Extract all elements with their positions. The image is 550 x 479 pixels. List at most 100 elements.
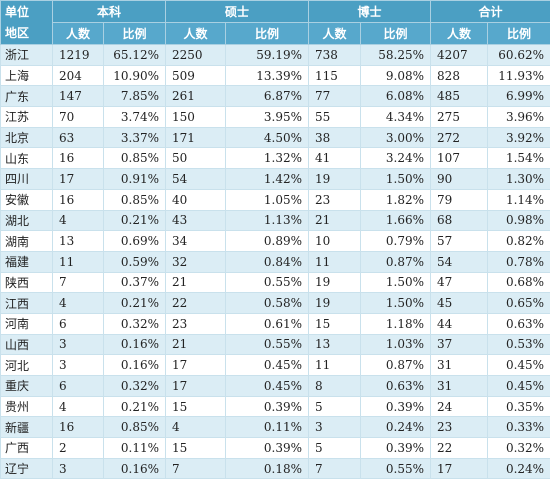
region-cell: 北京 [1,127,53,148]
count-cell: 272 [431,127,488,148]
header-row: 单位地区本科硕士博士合计 [1,1,550,23]
region-cell: 山东 [1,148,53,169]
ratio-cell: 0.91% [104,169,166,190]
ratio-cell: 4.50% [226,127,309,148]
ratio-cell: 0.85% [104,148,166,169]
corner-label: 单位 [5,2,52,23]
count-cell: 16 [53,417,104,438]
count-cell: 4207 [431,45,488,66]
count-cell: 34 [166,231,226,252]
corner-label: 地区 [5,23,52,44]
ratio-cell: 1.82% [361,189,431,210]
count-cell: 5 [309,396,361,417]
count-cell: 41 [309,148,361,169]
count-cell: 63 [53,127,104,148]
region-cell: 河北 [1,355,53,376]
ratio-cell: 1.13% [226,210,309,231]
group-header: 硕士 [166,1,309,23]
count-cell: 45 [431,293,488,314]
count-cell: 261 [166,86,226,107]
region-cell: 江西 [1,293,53,314]
count-cell: 2250 [166,45,226,66]
count-cell: 17 [166,376,226,397]
count-cell: 19 [309,272,361,293]
ratio-cell: 1.32% [226,148,309,169]
ratio-cell: 1.42% [226,169,309,190]
count-cell: 11 [53,251,104,272]
region-cell: 重庆 [1,376,53,397]
count-cell: 19 [309,169,361,190]
ratio-cell: 0.82% [488,231,550,252]
count-cell: 31 [431,376,488,397]
sub-header: 人数 [53,23,104,45]
ratio-cell: 0.24% [361,417,431,438]
ratio-cell: 0.45% [226,355,309,376]
count-cell: 23 [166,313,226,334]
ratio-cell: 0.21% [104,396,166,417]
count-cell: 4 [166,417,226,438]
ratio-cell: 0.21% [104,293,166,314]
region-cell: 上海 [1,65,53,86]
ratio-cell: 0.37% [104,272,166,293]
count-cell: 15 [166,396,226,417]
region-cell: 山西 [1,334,53,355]
ratio-cell: 13.39% [226,65,309,86]
count-cell: 3 [53,355,104,376]
region-cell: 安徽 [1,189,53,210]
count-cell: 147 [53,86,104,107]
sub-header: 人数 [431,23,488,45]
count-cell: 115 [309,65,361,86]
ratio-cell: 6.99% [488,86,550,107]
sub-header: 人数 [166,23,226,45]
ratio-cell: 0.69% [104,231,166,252]
count-cell: 55 [309,107,361,128]
count-cell: 1219 [53,45,104,66]
count-cell: 57 [431,231,488,252]
count-cell: 7 [309,458,361,479]
region-cell: 广西 [1,438,53,459]
ratio-cell: 0.32% [488,438,550,459]
ratio-cell: 0.58% [226,293,309,314]
sub-header: 比例 [361,23,431,45]
ratio-cell: 7.85% [104,86,166,107]
count-cell: 150 [166,107,226,128]
ratio-cell: 1.50% [361,169,431,190]
ratio-cell: 0.89% [226,231,309,252]
ratio-cell: 1.03% [361,334,431,355]
ratio-cell: 3.74% [104,107,166,128]
ratio-cell: 0.85% [104,417,166,438]
group-header: 合计 [431,1,550,23]
ratio-cell: 0.11% [104,438,166,459]
count-cell: 77 [309,86,361,107]
ratio-cell: 0.16% [104,355,166,376]
ratio-cell: 0.16% [104,458,166,479]
count-cell: 509 [166,65,226,86]
ratio-cell: 0.24% [488,458,550,479]
count-cell: 47 [431,272,488,293]
region-cell: 河南 [1,313,53,334]
count-cell: 19 [309,293,361,314]
count-cell: 15 [309,313,361,334]
count-cell: 275 [431,107,488,128]
ratio-cell: 3.95% [226,107,309,128]
ratio-cell: 0.63% [361,376,431,397]
count-cell: 485 [431,86,488,107]
count-cell: 43 [166,210,226,231]
count-cell: 31 [431,355,488,376]
ratio-cell: 1.30% [488,169,550,190]
region-cell: 辽宁 [1,458,53,479]
count-cell: 171 [166,127,226,148]
ratio-cell: 65.12% [104,45,166,66]
table-header: 单位地区本科硕士博士合计人数比例人数比例人数比例人数比例 [1,1,550,45]
ratio-cell: 1.50% [361,293,431,314]
